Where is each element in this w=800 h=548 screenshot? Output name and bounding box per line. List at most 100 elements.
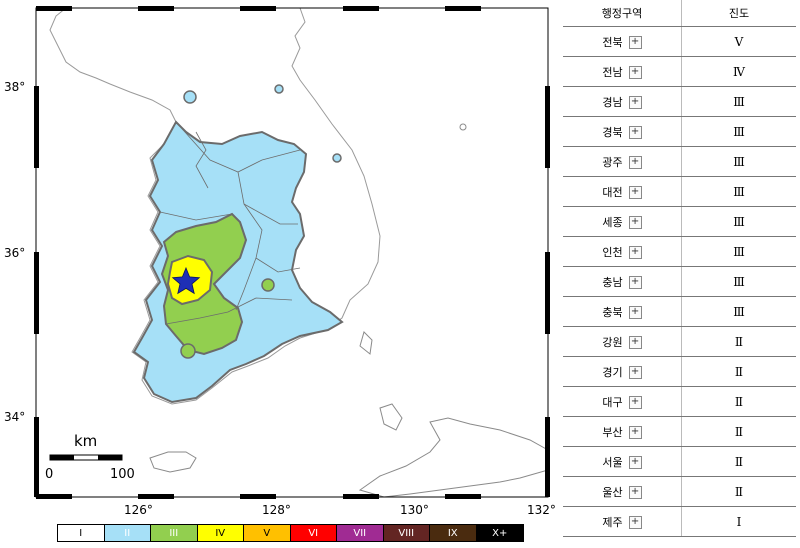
table-row: 울산 + Ⅱ <box>563 476 796 507</box>
intensity-cell: Ⅲ <box>681 146 796 177</box>
intensity-value: Ⅳ <box>733 64 745 79</box>
epicenter-star-icon <box>171 266 201 295</box>
region-label: 제주 <box>602 515 623 529</box>
table-row: 인천 + Ⅲ <box>563 236 796 267</box>
intensity-cell: Ⅴ <box>681 26 796 57</box>
legend-cell: I <box>58 525 105 541</box>
table-row: 대전 + Ⅲ <box>563 176 796 207</box>
expand-button[interactable]: + <box>628 186 642 199</box>
region-label: 광주 <box>602 155 623 169</box>
expand-button[interactable]: + <box>628 336 642 349</box>
region-label: 대전 <box>602 185 623 199</box>
lon-label-130: 130° <box>400 503 429 517</box>
intensity-cell: Ⅱ <box>681 386 796 417</box>
lon-label-128: 128° <box>262 503 291 517</box>
map-canvas: 38° 36° 34° 126° 128° 130° 132° km 0 100 <box>4 6 555 517</box>
table-row: 충북 + Ⅲ <box>563 296 796 327</box>
scale-start: 0 <box>45 467 53 482</box>
lat-label-36: 36° <box>4 246 25 260</box>
lon-label-126: 126° <box>124 503 153 517</box>
region-cell: 대전 + <box>563 176 682 207</box>
intensity-value: Ⅱ <box>734 454 744 469</box>
intensity-value: Ⅱ <box>734 484 744 499</box>
table-row: 세종 + Ⅲ <box>563 206 796 237</box>
region-cell: 대구 + <box>563 386 682 417</box>
intensity-cell: Ⅱ <box>681 356 796 387</box>
intensity-table-panel: 행정구역 진도 전북 + Ⅴ 전남 + Ⅳ 경남 + Ⅲ 경북 + Ⅲ 광주 + Ⅲ 대전 + Ⅲ 세종 + Ⅲ 인천 + Ⅲ… <box>563 0 796 537</box>
intensity-map: 38° 36° 34° 126° 128° 130° 132° km 0 100… <box>4 6 555 542</box>
header-region: 행정구역 <box>563 0 682 27</box>
expand-button[interactable]: + <box>628 486 642 499</box>
expand-button[interactable]: + <box>628 156 642 169</box>
expand-button[interactable]: + <box>628 126 642 139</box>
header-intensity: 진도 <box>681 0 796 27</box>
intensity-cell: Ⅲ <box>681 116 796 147</box>
region-cell: 전남 + <box>563 56 682 87</box>
expand-button[interactable]: + <box>628 246 642 259</box>
lat-label-34: 34° <box>4 410 25 424</box>
expand-button[interactable]: + <box>628 216 642 229</box>
expand-button[interactable]: + <box>628 276 642 289</box>
region-cell: 서울 + <box>563 446 682 477</box>
region-label: 충남 <box>602 275 623 289</box>
region-label: 강원 <box>602 335 623 349</box>
intensity-value: Ⅱ <box>734 424 744 439</box>
ulleung-island <box>459 123 467 131</box>
table-row: 대구 + Ⅱ <box>563 386 796 417</box>
region-label: 대구 <box>602 395 623 409</box>
legend-cell: X+ <box>476 525 523 541</box>
legend-cell: IV <box>197 525 244 541</box>
expand-button[interactable]: + <box>628 426 642 439</box>
table-row: 경기 + Ⅱ <box>563 356 796 387</box>
expand-button[interactable]: + <box>628 516 642 529</box>
intensity-cell: Ⅱ <box>681 416 796 447</box>
intensity-value: Ⅲ <box>733 124 745 139</box>
expand-button[interactable]: + <box>628 366 642 379</box>
jeju-island <box>149 451 197 473</box>
region-cell: 제주 + <box>563 506 682 537</box>
expand-button[interactable]: + <box>628 456 642 469</box>
intensity-cell: Ⅲ <box>681 206 796 237</box>
expand-button[interactable]: + <box>628 96 642 109</box>
table-row: 서울 + Ⅱ <box>563 446 796 477</box>
intensity-value: Ⅰ <box>736 514 742 529</box>
intensity-cell: Ⅲ <box>681 86 796 117</box>
intensity-value: Ⅲ <box>733 244 745 259</box>
table-row: 충남 + Ⅲ <box>563 266 796 297</box>
intensity-cell: Ⅲ <box>681 176 796 207</box>
expand-button[interactable]: + <box>628 306 642 319</box>
region-label: 전남 <box>602 65 623 79</box>
region-cell: 울산 + <box>563 476 682 507</box>
region-cell: 경기 + <box>563 356 682 387</box>
region-label: 서울 <box>602 455 623 469</box>
region-cell: 세종 + <box>563 206 682 237</box>
intensity-value: Ⅴ <box>734 34 744 49</box>
intensity-cell: Ⅲ <box>681 266 796 297</box>
table-row: 제주 + Ⅰ <box>563 506 796 537</box>
expand-button[interactable]: + <box>628 396 642 409</box>
region-cell: 강원 + <box>563 326 682 357</box>
scale-unit: km <box>74 432 97 450</box>
intensity-cell: Ⅱ <box>681 446 796 477</box>
table-row: 경북 + Ⅲ <box>563 116 796 147</box>
table-row: 부산 + Ⅱ <box>563 416 796 447</box>
region-label: 경남 <box>602 95 623 109</box>
intensity-zone-2-patch <box>274 84 284 94</box>
table-header-row: 행정구역 진도 <box>563 0 796 27</box>
intensity-zone-2-patch <box>332 153 342 163</box>
table-row: 강원 + Ⅱ <box>563 326 796 357</box>
intensity-zone-3-patch <box>261 278 275 292</box>
table-row: 경남 + Ⅲ <box>563 86 796 117</box>
region-cell: 경남 + <box>563 86 682 117</box>
intensity-value: Ⅲ <box>733 274 745 289</box>
intensity-cell: Ⅲ <box>681 296 796 327</box>
legend-cell: VI <box>290 525 337 541</box>
region-label: 울산 <box>602 485 623 499</box>
intensity-value: Ⅱ <box>734 334 744 349</box>
intensity-cell: Ⅲ <box>681 236 796 267</box>
expand-button[interactable]: + <box>628 36 642 49</box>
expand-button[interactable]: + <box>628 66 642 79</box>
region-label: 경북 <box>602 125 623 139</box>
japan-coastline <box>358 331 549 498</box>
intensity-table: 행정구역 진도 전북 + Ⅴ 전남 + Ⅳ 경남 + Ⅲ 경북 + Ⅲ 광주 + Ⅲ 대전 + Ⅲ 세종 + Ⅲ 인천 + Ⅲ… <box>563 0 796 537</box>
